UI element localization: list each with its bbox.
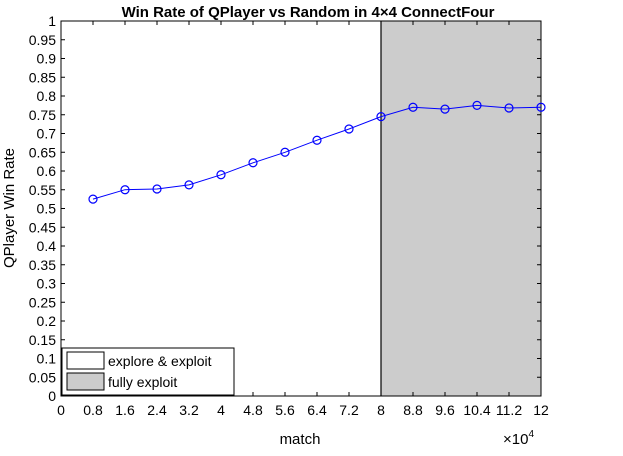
- data-point-13: [504, 103, 514, 113]
- data-point-12: [472, 100, 482, 110]
- x-tick-label-9: 7.2: [339, 402, 359, 418]
- plot-area: [60, 20, 546, 397]
- x-tick-label-11: 8.8: [403, 402, 423, 418]
- x-tick-label-4: 3.2: [179, 402, 199, 418]
- y-tick-label-1: 0.05: [29, 369, 56, 385]
- data-point-9: [376, 112, 386, 122]
- y-tick-label-18: 0.9: [37, 51, 57, 67]
- legend-label-0: explore & exploit: [108, 353, 212, 369]
- x-tick-label-12: 9.6: [435, 402, 455, 418]
- y-tick-label-16: 0.8: [37, 88, 57, 104]
- x-tick-label-14: 11.2: [496, 402, 522, 418]
- x-tick-label-2: 1.6: [115, 402, 135, 418]
- legend: explore & exploit fully exploit: [61, 347, 235, 396]
- y-tick-label-12: 0.6: [37, 163, 57, 179]
- y-axis-label: QPlayer Win Rate: [1, 148, 18, 268]
- data-point-6: [280, 147, 290, 157]
- data-point-5: [248, 158, 258, 168]
- y-tick-label-15: 0.75: [29, 107, 56, 123]
- y-tick-label-17: 0.85: [29, 69, 56, 85]
- y-tick-label-13: 0.65: [29, 144, 56, 160]
- x-tick-label-6: 4.8: [243, 402, 263, 418]
- x-exponent-base: ×10: [503, 431, 528, 448]
- chart-title: Win Rate of QPlayer vs Random in 4×4 Con…: [122, 4, 495, 21]
- x-tick-label-15: 12: [533, 402, 549, 418]
- x-exponent-power: 4: [528, 429, 534, 440]
- y-tick-label-4: 0.2: [37, 313, 57, 329]
- data-point-11: [440, 104, 450, 114]
- x-tick-label-7: 5.6: [275, 402, 295, 418]
- data-point-1: [120, 185, 130, 195]
- y-tick-label-11: 0.55: [29, 182, 56, 198]
- data-point-2: [152, 184, 162, 194]
- data-point-8: [344, 124, 354, 134]
- y-tick-label-9: 0.45: [29, 219, 56, 235]
- x-axis-label: match: [280, 431, 321, 448]
- data-point-14: [536, 102, 546, 112]
- legend-swatch-0: [66, 351, 105, 370]
- y-tick-label-19: 0.95: [29, 32, 56, 48]
- x-tick-label-10: 8: [377, 402, 385, 418]
- y-tick-label-7: 0.35: [29, 257, 56, 273]
- x-tick-label-5: 4: [217, 402, 225, 418]
- y-tick-label-14: 0.7: [37, 126, 57, 142]
- x-tick-label-8: 6.4: [307, 402, 327, 418]
- x-tick-label-3: 2.4: [147, 402, 167, 418]
- data-point-4: [216, 170, 226, 180]
- y-tick-label-3: 0.15: [29, 332, 56, 348]
- legend-label-1: fully exploit: [108, 374, 177, 390]
- data-point-10: [408, 102, 418, 112]
- x-tick-label-13: 10.4: [463, 402, 490, 418]
- data-point-7: [312, 135, 322, 145]
- y-tick-label-2: 0.1: [37, 351, 57, 367]
- y-axis-ticks: 0 0.05 0.1 0.15 0.2 0.25 0.3 0.35 0.4 0.45 0.5 0.55…: [29, 13, 541, 404]
- x-tick-label-0: 0: [57, 402, 65, 418]
- y-tick-label-6: 0.3: [37, 276, 57, 292]
- y-tick-label-20: 1: [48, 13, 56, 29]
- x-axis-ticks: 0 0.8 1.6 2.4 3.2 4 4.8 5.6 6.4 7.2 8 8.8 9.6 10.4 11.…: [57, 21, 549, 418]
- region-0: [61, 21, 381, 396]
- series-line-0: [92, 104, 542, 200]
- x-axis-exponent: ×104: [503, 429, 534, 448]
- region-1: [381, 21, 541, 396]
- x-tick-label-1: 0.8: [83, 402, 103, 418]
- y-tick-label-10: 0.5: [37, 201, 57, 217]
- y-tick-label-8: 0.4: [37, 238, 57, 254]
- data-point-3: [184, 180, 194, 190]
- data-point-0: [88, 194, 98, 204]
- y-tick-label-5: 0.25: [29, 294, 56, 310]
- legend-swatch-1: [66, 372, 105, 391]
- y-tick-label-0: 0: [48, 388, 56, 404]
